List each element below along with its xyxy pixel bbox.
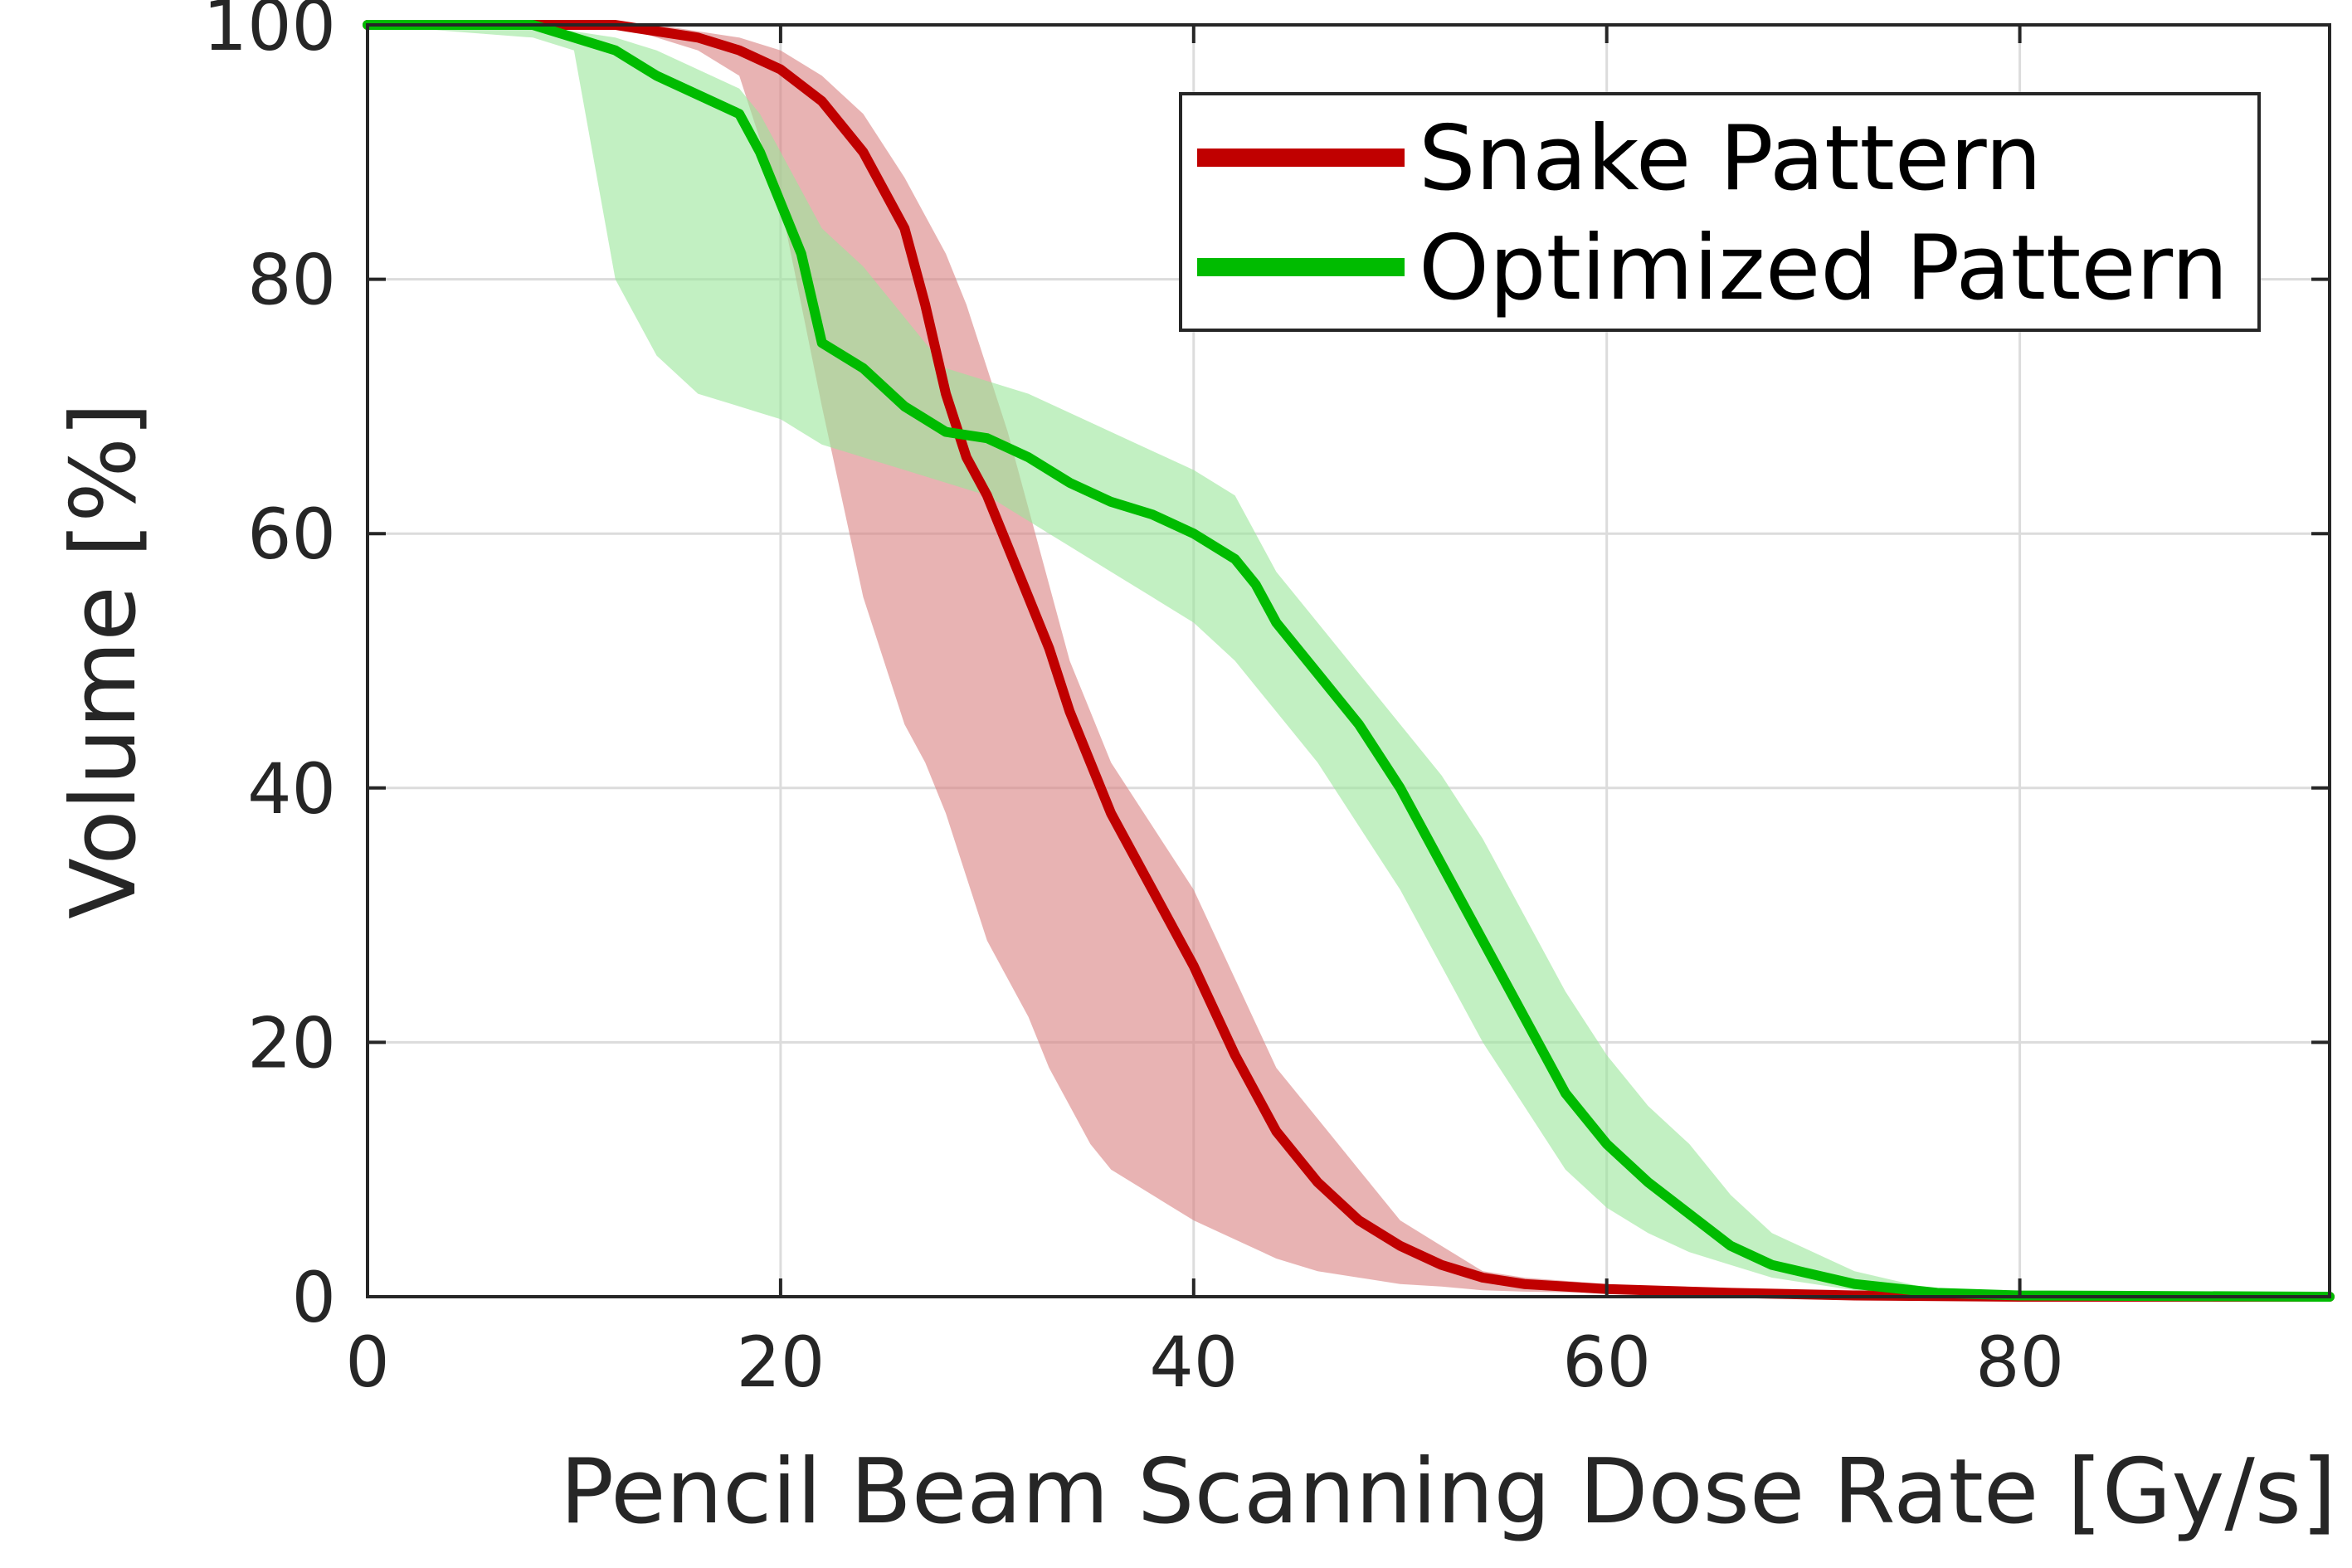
y-tick-label: 20 (247, 1002, 336, 1083)
x-tick-label: 40 (1149, 1322, 1238, 1403)
x-axis-label: Pencil Beam Scanning Dose Rate [Gy/s] (560, 1440, 2336, 1544)
series-line-snake (363, 20, 2335, 1302)
y-tick-label: 60 (247, 494, 336, 575)
legend: Snake Pattern Optimized Pattern (1179, 92, 2261, 332)
plot-frame (366, 23, 2331, 1298)
series-line-optimized (363, 20, 2335, 1302)
y-axis-label: Volume [%] (52, 402, 156, 919)
x-tick-label: 60 (1562, 1322, 1651, 1403)
legend-label-optimized: Optimized Pattern (1419, 217, 2228, 320)
x-tick-label: 0 (345, 1322, 389, 1403)
ticks: 0 20 40 60 80 0 20 40 60 80 100 (203, 0, 2330, 1403)
y-tick-label: 80 (247, 240, 336, 321)
series-lines (363, 20, 2335, 1302)
y-tick-label: 0 (292, 1257, 336, 1338)
x-tick-label: 20 (736, 1322, 825, 1403)
legend-label-snake: Snake Pattern (1419, 107, 2042, 211)
y-tick-label: 40 (247, 748, 336, 830)
band-optimized (368, 25, 2330, 1297)
confidence-bands (368, 25, 2330, 1297)
x-tick-label: 80 (1975, 1322, 2064, 1403)
y-tick-label: 100 (203, 0, 336, 66)
legend-box (1179, 92, 2261, 332)
